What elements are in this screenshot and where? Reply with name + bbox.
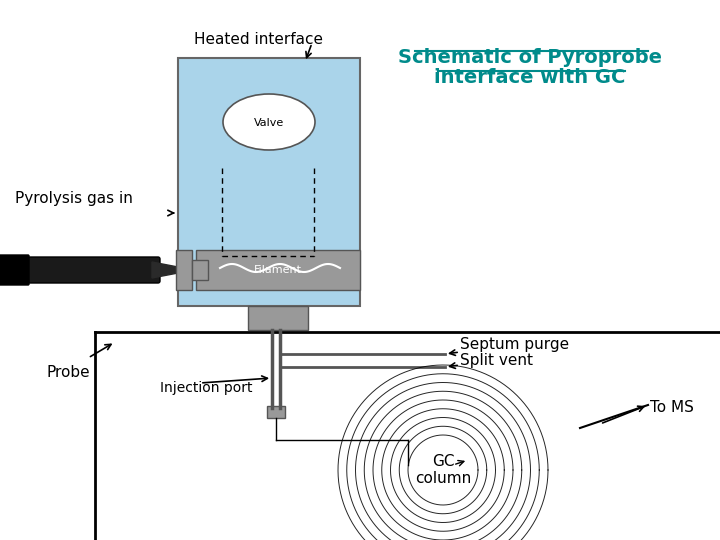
Text: interface with GC: interface with GC xyxy=(434,68,626,87)
Polygon shape xyxy=(152,262,178,278)
Text: Filament: Filament xyxy=(254,265,302,275)
Text: Schematic of Pyroprobe: Schematic of Pyroprobe xyxy=(398,48,662,67)
Bar xyxy=(267,406,285,418)
Bar xyxy=(178,58,360,306)
Bar xyxy=(192,260,208,280)
Text: Split vent: Split vent xyxy=(460,354,533,368)
Text: GC
column: GC column xyxy=(415,454,471,486)
Text: Pyrolysis gas in: Pyrolysis gas in xyxy=(15,191,133,206)
FancyBboxPatch shape xyxy=(0,255,29,285)
Ellipse shape xyxy=(223,94,315,150)
Text: Valve: Valve xyxy=(254,118,284,128)
Bar xyxy=(248,306,308,330)
Text: Probe: Probe xyxy=(46,365,90,380)
Text: Septum purge: Septum purge xyxy=(460,336,569,352)
Bar xyxy=(176,250,192,290)
Bar xyxy=(196,250,360,290)
Text: To MS: To MS xyxy=(650,401,694,415)
Text: Heated interface: Heated interface xyxy=(194,32,323,47)
Text: Injection port: Injection port xyxy=(160,381,253,395)
FancyBboxPatch shape xyxy=(6,257,160,283)
